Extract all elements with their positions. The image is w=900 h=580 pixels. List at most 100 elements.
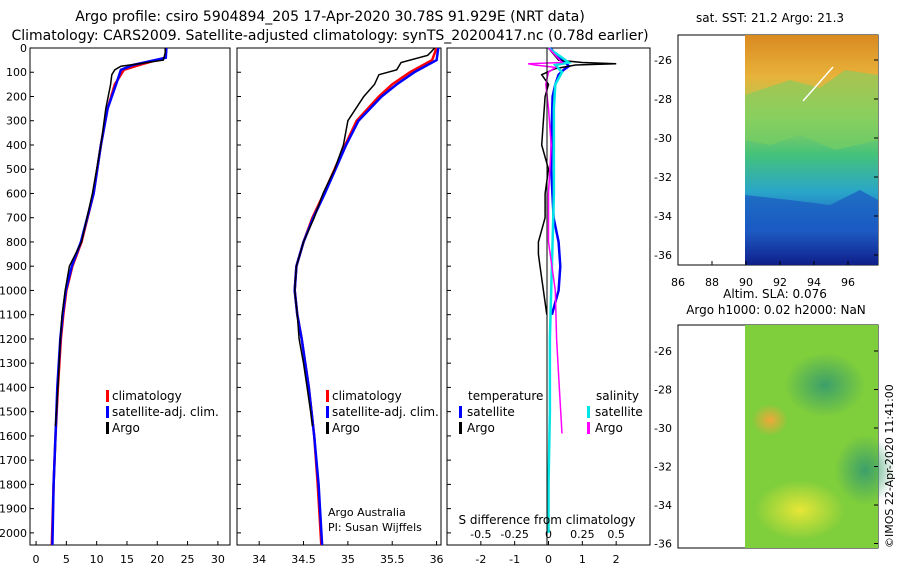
legend-swatch-t-argo [459, 422, 462, 434]
legend-swatch-t-satellite [459, 406, 462, 418]
depth-tick-label: 600 [6, 187, 27, 200]
header-line2: Climatology: CARS2009. Satellite-adjuste… [11, 28, 648, 44]
x-tick-label: 35.5 [380, 553, 405, 566]
depth-tick-label: 2000 [0, 527, 27, 540]
sst-y-label: -28 [654, 93, 672, 106]
sla-axes: -26 -28 -30 -32 -34 -36 [654, 345, 878, 551]
x2-tick-label: 2 [613, 553, 620, 566]
series-line-t-argo [537, 47, 617, 315]
depth-tick-label: 1100 [0, 309, 27, 322]
sst-y-label: -32 [654, 171, 672, 184]
depth-tick-label: 1700 [0, 454, 27, 467]
depth-tick-label: 1800 [0, 478, 27, 491]
depth-tick-label: 100 [6, 66, 27, 79]
legend-t-satellite: satellite [467, 405, 515, 419]
altim-title1: Altim. SLA: 0.076 [723, 287, 827, 301]
sla-y-label: -30 [654, 422, 672, 435]
sst-x-label: 96 [841, 276, 855, 289]
salinity-legend: climatology satellite-adj. clim. Argo Ar… [326, 389, 439, 534]
depth-tick-label: 400 [6, 139, 27, 152]
salinity-x-axis: 34 34.5 35 35.5 36 [252, 541, 444, 566]
x-tick-label: 15 [120, 553, 134, 566]
temperature-legend: climatology satellite-adj. clim. Argo [106, 389, 219, 435]
temperature-x-axis: 0 5 10 15 20 25 30 [33, 541, 225, 566]
series-line-argo [54, 48, 166, 427]
x-tick-label: 35 [341, 553, 355, 566]
series-line-satellite-adj-clim- [293, 47, 440, 546]
x2-tick-label: -1 [509, 553, 520, 566]
sst-x-label: 92 [773, 276, 787, 289]
legend-t-argo: Argo [467, 421, 495, 435]
imos-credit: ©IMOS 22-Apr-2020 11:41:00 [883, 384, 896, 548]
annotation-pi: PI: Susan Wijffels [328, 521, 422, 534]
sla-low-2 [835, 435, 895, 505]
sst-y-label: -36 [654, 249, 672, 262]
legend-climatology: climatology [112, 389, 182, 403]
sst-field [745, 35, 878, 265]
sst-warm-tongue [745, 70, 878, 150]
depth-tick-label: 200 [6, 90, 27, 103]
series-line-satellite-adj-clim- [51, 47, 168, 546]
salinity-panel-frame [236, 47, 442, 546]
depth-tick-label: 800 [6, 236, 27, 249]
x-tick-label: 36 [430, 553, 444, 566]
difference-series [528, 46, 617, 533]
series-line-argo [293, 47, 436, 427]
x-tick-label: 0 [545, 528, 552, 541]
x-tick-label: 34 [252, 553, 266, 566]
x-tick-label: 0.5 [607, 528, 625, 541]
x-tick-label: 0.25 [570, 528, 595, 541]
depth-tick-label: 1300 [0, 357, 27, 370]
sla-y-label: -36 [654, 538, 672, 551]
sst-x-label: 88 [705, 276, 719, 289]
depth-axis: 0 100 200 300 400 500 600 700 800 900 1000 1100 1200… [0, 42, 451, 540]
sla-peak [752, 404, 788, 436]
x-tick-label: 30 [211, 553, 225, 566]
x-tick-label: 20 [150, 553, 164, 566]
legend-swatch-s-satellite [587, 406, 590, 418]
x-tick-label: -0.25 [500, 528, 528, 541]
salinity-series [293, 47, 440, 546]
sst-track-line [802, 66, 834, 102]
sst-cold-band [745, 190, 878, 230]
series-line-s-argo [528, 47, 564, 434]
x-tick-label: 25 [181, 553, 195, 566]
legend-swatch-climatology [106, 390, 109, 402]
sst-axes: -26 -28 -30 -32 -34 -36 86 88 90 92 94 96 [654, 54, 878, 289]
temperature-panel-frame [29, 47, 231, 546]
sst-y-label: -30 [654, 132, 672, 145]
sst-x-label: 86 [671, 276, 685, 289]
x2-tick-label: 1 [579, 553, 586, 566]
depth-tick-label: 300 [6, 115, 27, 128]
sla-y-label: -34 [654, 499, 672, 512]
sst-x-label: 94 [807, 276, 821, 289]
sla-y-label: -28 [654, 384, 672, 397]
legend-satellite: satellite-adj. clim. [332, 405, 439, 419]
header-line1: Argo profile: csiro 5904894_205 17-Apr-2… [75, 9, 585, 25]
depth-tick-label: 1500 [0, 406, 27, 419]
depth-tick-label: 1200 [0, 333, 27, 346]
legend-swatch-satellite [106, 406, 109, 418]
legend-salinity-title: salinity [596, 389, 639, 403]
legend-swatch-climatology [326, 390, 329, 402]
legend-argo: Argo [332, 421, 360, 435]
depth-tick-label: 700 [6, 212, 27, 225]
sla-high [755, 480, 845, 540]
depth-tick-label: 1000 [0, 284, 27, 297]
sst-y-label: -26 [654, 54, 672, 67]
legend-s-argo: Argo [595, 421, 623, 435]
difference-xlabel: S difference from climatology [459, 513, 636, 527]
legend-swatch-argo [326, 422, 329, 434]
sst-x-label: 90 [739, 276, 753, 289]
x-tick-label: 0 [33, 553, 40, 566]
legend-swatch-s-argo [587, 422, 590, 434]
series-line-s-satellite [547, 46, 572, 533]
series-line-climatology [293, 47, 438, 546]
sla-y-label: -26 [654, 345, 672, 358]
x-tick-label: -0.5 [470, 528, 491, 541]
sst-title: sat. SST: 21.2 Argo: 21.3 [696, 11, 844, 25]
depth-tick-label: 1600 [0, 430, 27, 443]
series-line-climatology [50, 47, 168, 546]
temperature-series [50, 47, 168, 546]
legend-s-satellite: satellite [595, 405, 643, 419]
